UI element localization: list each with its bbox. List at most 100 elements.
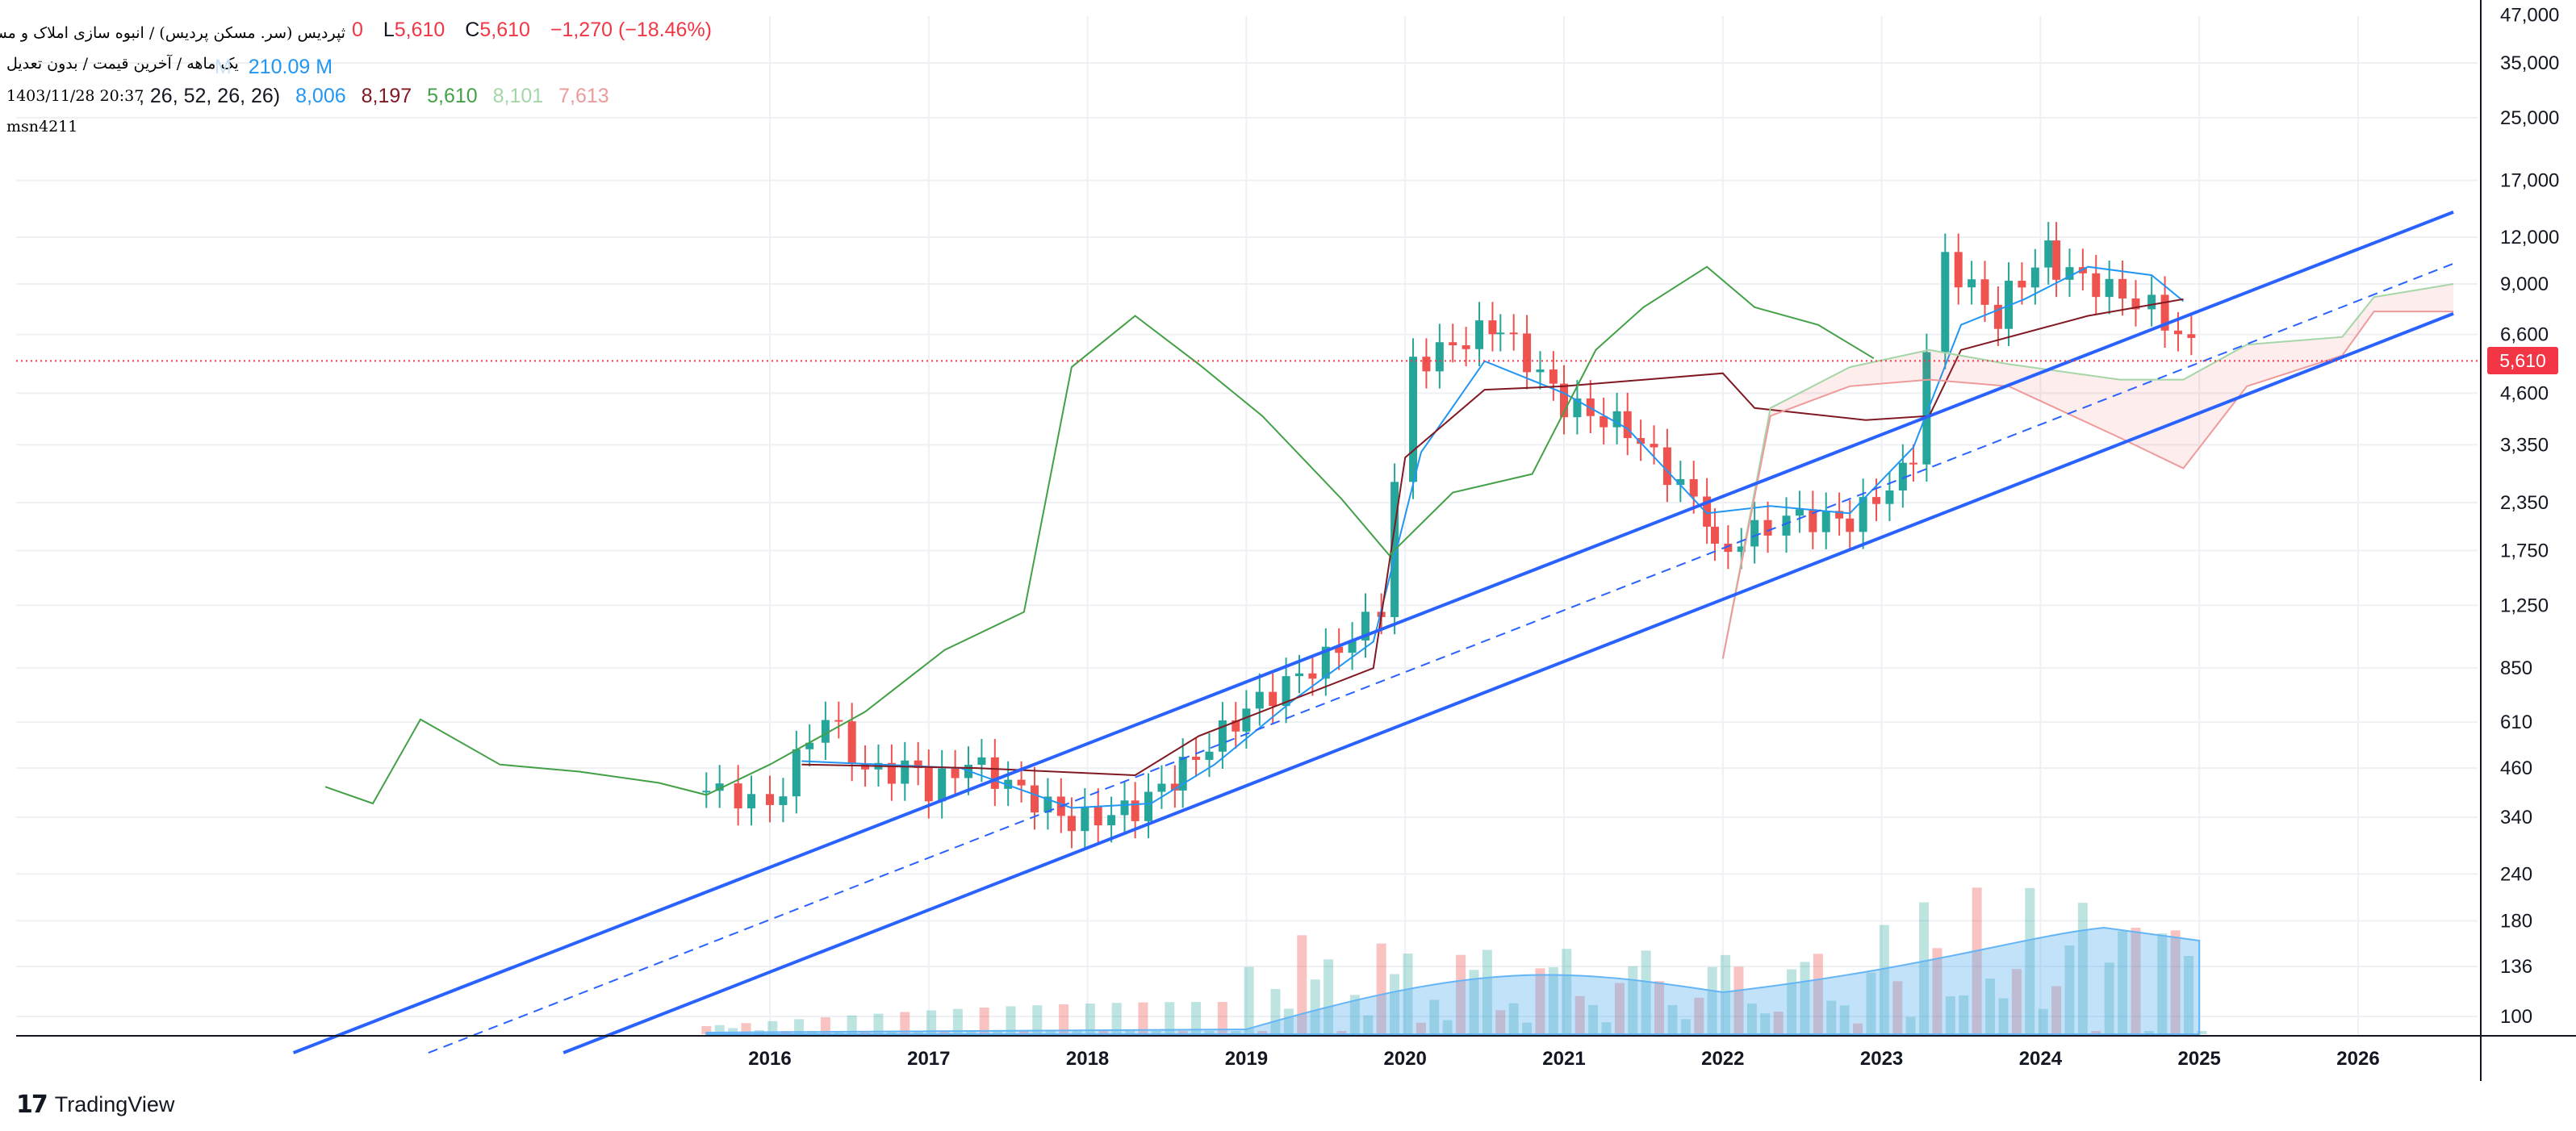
candle-up [1255, 691, 1264, 709]
volume-bar [1945, 996, 1955, 1034]
volume-bar [1972, 887, 1982, 1034]
volume-bar [1363, 1015, 1374, 1034]
volume-bar [1959, 995, 1969, 1034]
y-tick-label: 47,000 [2500, 4, 2559, 26]
candle-down [1031, 785, 1039, 813]
candle-down [1170, 783, 1179, 791]
y-tick-label: 35,000 [2500, 52, 2559, 74]
volume-bar [900, 1012, 910, 1034]
candle-down [924, 768, 933, 802]
change-value: −1,270 (−18.46%) [550, 19, 713, 41]
candle-up [977, 757, 986, 766]
volume-bar [1072, 1031, 1082, 1034]
candle-up [1821, 511, 1830, 532]
x-tick-label: 2024 [2019, 1048, 2063, 1070]
volume-bar [701, 1026, 712, 1034]
y-tick-label: 3,350 [2500, 434, 2549, 456]
volume-bar [2197, 1031, 2207, 1034]
candle-down [1509, 332, 1518, 335]
volume-bar [847, 1015, 857, 1034]
candle-down [861, 763, 870, 770]
tradingview-logo[interactable]: 17 TradingView [16, 1091, 174, 1119]
volume-bar [1733, 966, 1744, 1034]
volume-bar [1125, 1031, 1135, 1034]
volume-bar [1376, 943, 1386, 1034]
candle-down [1724, 543, 1733, 553]
volume-bar [939, 1031, 950, 1034]
candle-up [1144, 791, 1153, 821]
y-tick-label: 12,000 [2500, 227, 2559, 248]
candle-up [747, 794, 756, 809]
candle-up [1676, 478, 1685, 486]
volume-bar [1641, 950, 1651, 1034]
ichimoku-params: , 26, 52, 26, 26) [139, 85, 281, 107]
volume-bar [1614, 983, 1625, 1034]
y-tick-label: 2,350 [2500, 492, 2549, 514]
volume-bar [1998, 998, 2009, 1034]
volume-bar [979, 1008, 989, 1034]
volume-bar [1932, 948, 1942, 1034]
volume-bar [1866, 972, 1876, 1034]
y-tick-label: 25,000 [2500, 107, 2559, 129]
volume-bar [1905, 1016, 1916, 1034]
ichimoku-base: 8,197 [361, 85, 412, 107]
candle-up [1435, 342, 1444, 372]
y-tick-label: 4,600 [2500, 382, 2549, 404]
lagging-span [324, 265, 1875, 805]
datetime: 1403/11/28 20:37 [6, 87, 144, 105]
volume-bar [1773, 1011, 1784, 1034]
candle-down [1600, 415, 1608, 428]
candle-up [2044, 240, 2053, 268]
candle-up [1898, 462, 1907, 491]
candle-up [2105, 278, 2114, 298]
candle-up [715, 783, 724, 791]
volume-bar [1826, 1000, 1837, 1034]
volume-bar [1403, 953, 1413, 1034]
y-tick-label: 9,000 [2500, 273, 2549, 295]
candle-down [734, 783, 742, 809]
volume-bar [1442, 1020, 1453, 1034]
volume-bar [2051, 986, 2062, 1034]
candle-down [1335, 646, 1344, 653]
volume-bar [1574, 995, 1585, 1034]
volume-bar [2104, 962, 2114, 1034]
volume-bar [1456, 954, 1466, 1034]
volume-bar [1244, 966, 1254, 1034]
volume-bar [1694, 997, 1704, 1034]
volume-bar [1390, 974, 1400, 1034]
candle-up [2030, 267, 2039, 288]
volume-bar [1760, 1013, 1771, 1034]
candle-up [1536, 369, 1545, 373]
candle-down [1872, 497, 1881, 504]
candle-up [1941, 252, 1950, 353]
low-value: 5,610 [394, 19, 445, 41]
candle-down [1308, 673, 1317, 679]
volume-bar [1231, 1031, 1241, 1034]
candle-down [834, 720, 843, 722]
candle-down [914, 760, 922, 769]
ichimoku-lead-b: 7,613 [558, 85, 609, 107]
volume-bar [886, 1031, 897, 1034]
candle-down [1980, 279, 1989, 305]
x-tick-label: 2018 [1066, 1048, 1109, 1070]
volume-bar [1324, 959, 1334, 1034]
candle-down [1623, 411, 1632, 439]
candle-up [1282, 676, 1290, 707]
candle-up [901, 760, 910, 784]
candle-up [1043, 796, 1052, 813]
candle-up [1475, 320, 1484, 349]
y-tick-label: 850 [2500, 657, 2532, 679]
candle-up [1321, 646, 1330, 679]
candle-down [1422, 357, 1431, 372]
candle-up [702, 791, 711, 793]
leading-span-a [1721, 283, 2454, 659]
volume-bar [1892, 981, 1903, 1034]
y-tick-label: 6,600 [2500, 324, 2549, 346]
ohlc-row: 0 L5,610 C5,610 −1,270 (−18.46%) [352, 18, 712, 42]
x-tick-label: 2022 [1701, 1048, 1744, 1070]
candle-up [1205, 751, 1214, 760]
candle-up [1612, 411, 1621, 428]
volume-bar [1416, 1022, 1426, 1034]
y-tick-label: 136 [2500, 956, 2532, 978]
